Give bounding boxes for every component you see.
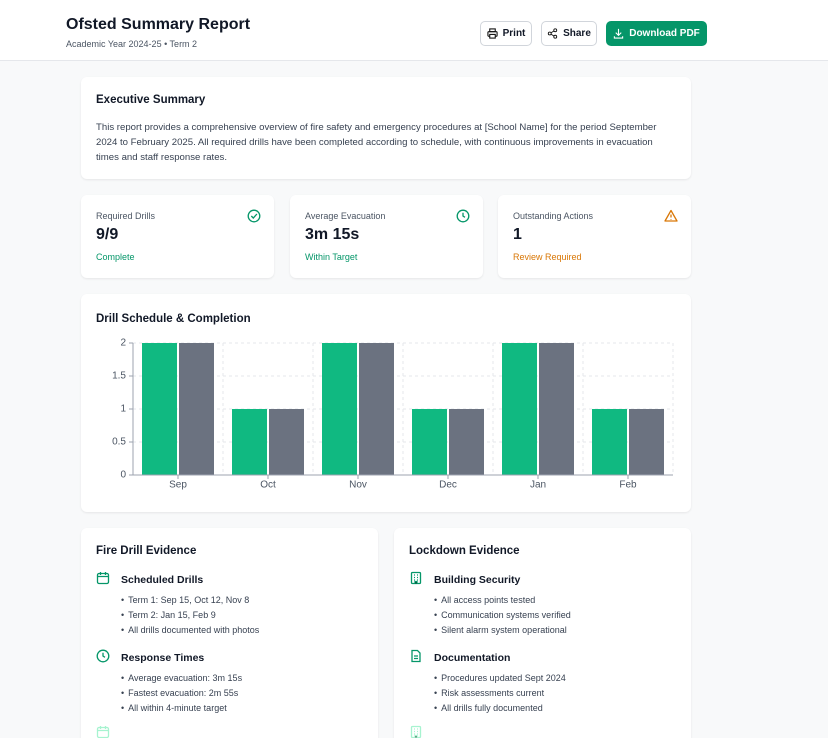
- stat-label: Average Evacuation: [305, 211, 386, 221]
- bar: [269, 409, 304, 475]
- x-tick-label: Sep: [169, 480, 187, 491]
- bar: [412, 409, 447, 475]
- bar: [502, 343, 537, 475]
- x-tick-label: Feb: [619, 480, 637, 491]
- stat-card: Outstanding Actions 1 Review Required: [498, 195, 691, 278]
- bar: [359, 343, 394, 475]
- bullet-item: Communication systems verified: [434, 610, 571, 620]
- executive-summary-card: Executive Summary This report provides a…: [81, 77, 691, 179]
- y-tick-label: 1.5: [112, 371, 126, 382]
- share-icon: [547, 28, 558, 39]
- stat-status: Review Required: [513, 252, 582, 262]
- evidence-card: Fire Drill Evidence Scheduled Drills Term …: [81, 528, 378, 738]
- icon: [410, 571, 422, 585]
- evidence-title: Lockdown Evidence: [409, 545, 520, 557]
- icon: [664, 209, 678, 222]
- bullet-item: All access points tested: [434, 595, 535, 605]
- summary-text: This report provides a comprehensive ove…: [96, 122, 657, 163]
- x-tick-label: Nov: [349, 480, 367, 491]
- bar: [232, 409, 267, 475]
- download-label: Download PDF: [629, 28, 700, 39]
- section-heading: Response Times: [121, 652, 205, 664]
- chart-title: Drill Schedule & Completion: [96, 313, 251, 325]
- bar: [142, 343, 177, 475]
- print-button[interactable]: Print: [480, 21, 532, 46]
- bullet-item: All within 4-minute target: [121, 703, 227, 713]
- icon: [96, 649, 110, 663]
- x-tick-label: Jan: [530, 480, 546, 491]
- evidence-title: Fire Drill Evidence: [96, 545, 197, 557]
- bullet-item: All drills documented with photos: [121, 625, 259, 635]
- section-heading: Building Security: [434, 574, 521, 586]
- bullet-item: Average evacuation: 3m 15s: [121, 673, 242, 683]
- bullet-item: Risk assessments current: [434, 688, 544, 698]
- section-heading: Documentation: [434, 652, 511, 664]
- icon: [96, 572, 110, 585]
- x-tick-label: Oct: [260, 480, 276, 491]
- stat-card: Average Evacuation 3m 15s Within Target: [290, 195, 483, 278]
- header: Ofsted Summary Report Academic Year 2024…: [0, 0, 828, 61]
- icon: [247, 209, 261, 223]
- print-icon: [486, 28, 498, 39]
- stat-value: 3m 15s: [305, 226, 360, 243]
- stat-value: 9/9: [96, 226, 119, 243]
- stat-value: 1: [513, 226, 522, 243]
- y-tick-label: 0.5: [112, 437, 126, 448]
- bar: [322, 343, 357, 475]
- icon: [456, 209, 470, 223]
- bar: [449, 409, 484, 475]
- bullet-item: Fastest evacuation: 2m 55s: [121, 688, 238, 698]
- stat-label: Outstanding Actions: [513, 211, 594, 221]
- y-tick-label: 1: [120, 404, 126, 415]
- bullet-item: All drills fully documented: [434, 703, 543, 713]
- share-label: Share: [563, 28, 591, 39]
- icon: [96, 726, 110, 738]
- y-tick-label: 2: [120, 338, 126, 349]
- stat-label: Required Drills: [96, 211, 156, 221]
- icon: [410, 725, 422, 738]
- chart-card: Drill Schedule & Completion 0 0.5 1 1.5 2 Sep…: [81, 294, 691, 512]
- bullet-item: Term 1: Sep 15, Oct 12, Nov 8: [121, 595, 249, 605]
- stat-status: Complete: [96, 252, 135, 262]
- report-title: Ofsted Summary Report: [66, 16, 251, 33]
- evidence-card: Lockdown Evidence Building Security All ac…: [394, 528, 691, 738]
- bar: [629, 409, 664, 475]
- report-subtitle: Academic Year 2024-25 • Term 2: [66, 39, 198, 49]
- icon: [411, 649, 421, 663]
- stat-status: Within Target: [305, 252, 358, 262]
- bullet-item: Term 2: Jan 15, Feb 9: [121, 610, 216, 620]
- bar: [592, 409, 627, 475]
- share-button[interactable]: Share: [541, 21, 597, 46]
- bar: [539, 343, 574, 475]
- download-button[interactable]: Download PDF: [606, 21, 707, 46]
- print-label: Print: [502, 28, 526, 39]
- bullet-item: Procedures updated Sept 2024: [434, 673, 566, 683]
- stat-card: Required Drills 9/9 Complete: [81, 195, 274, 278]
- card-title: Executive Summary: [96, 94, 206, 106]
- download-icon: [614, 28, 624, 39]
- y-tick-label: 0: [120, 470, 126, 481]
- section-heading: Scheduled Drills: [121, 574, 204, 586]
- x-tick-label: Dec: [439, 480, 457, 491]
- bullet-item: Silent alarm system operational: [434, 625, 567, 635]
- bar: [179, 343, 214, 475]
- chart: Drill Schedule & Completion 0 0.5 1 1.5 2 Sep…: [96, 313, 674, 491]
